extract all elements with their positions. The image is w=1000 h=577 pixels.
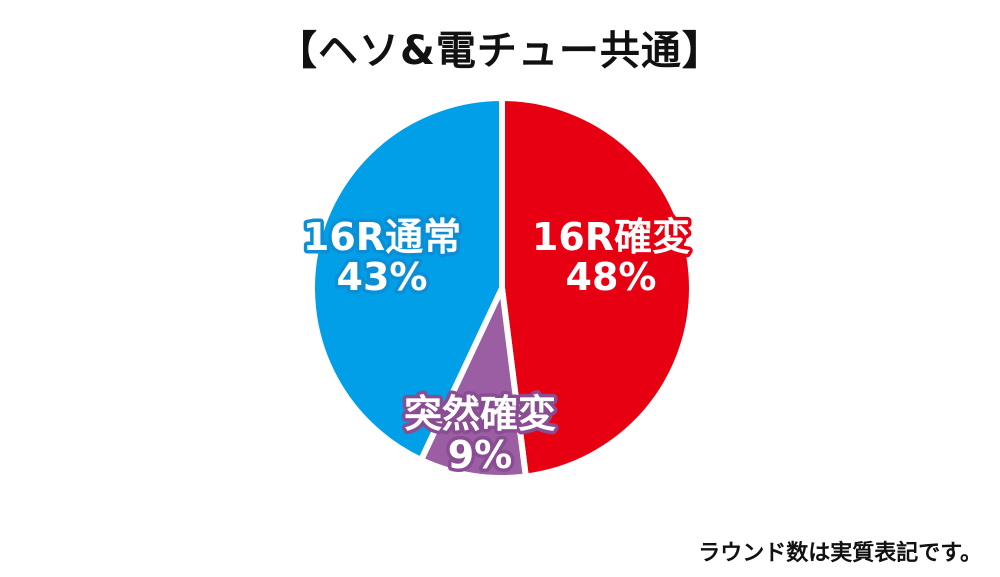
pie-slice-1 (499, 95, 695, 480)
slice-name-label: 突然確変 (404, 392, 556, 436)
pie-slice-2 (418, 285, 529, 481)
slice-name-label: 16R通常 (303, 215, 461, 259)
footnote: ラウンド数は実質表記です。 (698, 541, 982, 566)
slice-value-label: 9% (448, 433, 513, 477)
pie-slice-3 (309, 95, 505, 463)
chart-title: 【ヘソ&電チュー共通】 (277, 28, 723, 74)
slice-value-label: 43% (337, 255, 428, 299)
slice-value-label: 48% (566, 255, 657, 299)
slice-name-label: 16R確変 (532, 215, 690, 259)
pie-slices (309, 95, 695, 481)
